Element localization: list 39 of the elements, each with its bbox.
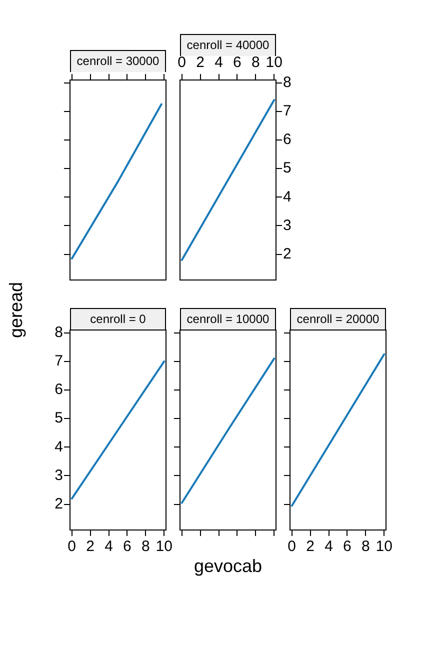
y-tick-label: 5 [283, 160, 292, 177]
y-tick-label: 2 [283, 245, 292, 262]
x-tick-label: 4 [214, 54, 223, 72]
y-axis-title: geread [6, 282, 27, 338]
x-tick-label: 2 [196, 54, 204, 72]
x-tick-label: 0 [68, 538, 76, 556]
x-tick-label: 8 [252, 54, 260, 72]
x-axis-title: gevocab [194, 556, 262, 577]
y-tick-label: 6 [54, 381, 63, 398]
x-tick-label: 10 [376, 538, 392, 556]
x-tick-label: 0 [178, 54, 186, 72]
y-tick-label: 3 [283, 216, 292, 234]
x-tick-label: 8 [362, 538, 370, 556]
x-tick-label: 2 [86, 538, 94, 556]
y-tick-label: 5 [54, 410, 63, 427]
y-tick-label: 8 [54, 324, 63, 341]
chart-title: cenroll = 10000 [180, 308, 276, 330]
y-tick-label: 6 [283, 131, 292, 148]
y-tick-label: 7 [54, 352, 63, 370]
y-tick-label: 4 [283, 188, 292, 206]
x-tick-label: 8 [142, 538, 150, 556]
y-tick-label: 8 [283, 74, 292, 91]
x-tick-label: 4 [104, 538, 113, 556]
x-tick-label: 10 [266, 54, 282, 72]
chart-title: cenroll = 40000 [180, 34, 276, 56]
chart-title: cenroll = 20000 [290, 308, 386, 330]
x-tick-label: 6 [123, 538, 132, 556]
x-tick-label: 10 [156, 538, 172, 556]
x-tick-label: 6 [233, 54, 242, 72]
y-tick-label: 2 [54, 495, 63, 512]
x-tick-label: 2 [306, 538, 314, 556]
chart-title: cenroll = 30000 [70, 50, 166, 72]
x-tick-label: 6 [343, 538, 352, 556]
x-tick-label: 0 [288, 538, 296, 556]
y-tick-label: 4 [54, 438, 63, 456]
chart-title: cenroll = 0 [70, 308, 166, 330]
y-tick-label: 3 [54, 466, 63, 484]
x-tick-label: 4 [324, 538, 333, 556]
y-tick-label: 7 [283, 102, 292, 120]
